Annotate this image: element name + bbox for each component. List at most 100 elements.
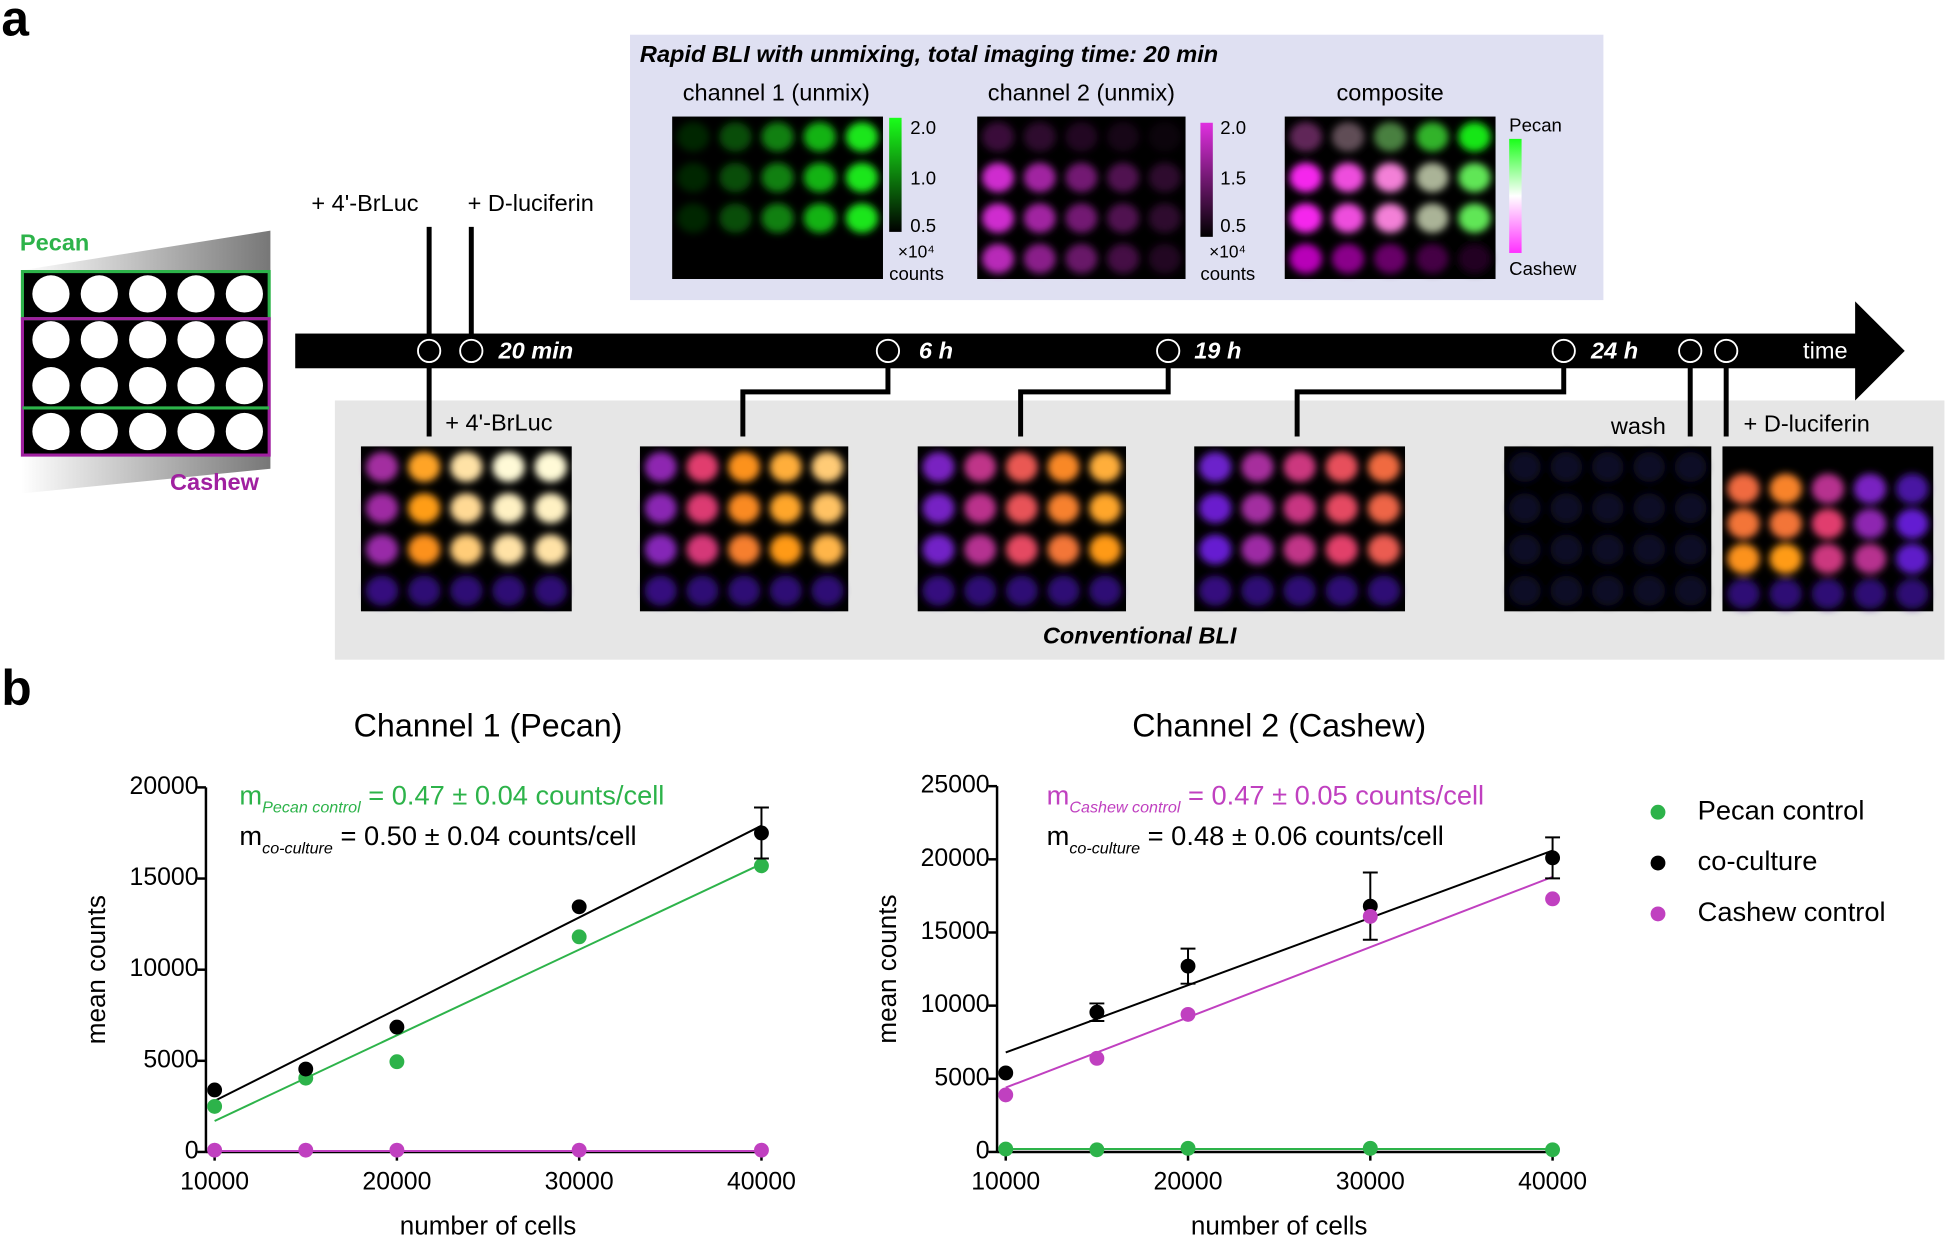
blob xyxy=(1289,243,1323,274)
blob xyxy=(1023,243,1056,274)
blob xyxy=(719,203,752,233)
colorbar-tick: 2.0 xyxy=(1220,117,1246,138)
blob xyxy=(803,162,836,193)
y-tick-label: 5000 xyxy=(143,1046,198,1073)
colorbar xyxy=(1200,122,1213,237)
y-tick-label: 15000 xyxy=(130,864,199,891)
x-tick-label: 30000 xyxy=(1336,1169,1405,1196)
blob xyxy=(728,534,761,565)
data-point xyxy=(1362,1140,1378,1156)
blob xyxy=(1331,243,1365,274)
blob xyxy=(728,575,761,606)
blob xyxy=(1769,543,1802,574)
time-point xyxy=(875,338,901,364)
blob xyxy=(845,122,879,152)
blob xyxy=(1633,493,1666,524)
blob xyxy=(1065,122,1098,152)
blob xyxy=(1811,578,1845,609)
image-blobs xyxy=(982,122,1181,274)
time-label: 20 min xyxy=(498,337,574,363)
blob xyxy=(1853,578,1887,609)
blob xyxy=(1283,575,1316,606)
blob xyxy=(1591,493,1624,524)
blob xyxy=(450,534,483,565)
well xyxy=(129,275,167,313)
blob xyxy=(728,452,761,483)
charts: Channel 1 (Pecan) number of cells mean cou… xyxy=(81,707,1886,1240)
blob xyxy=(964,534,997,565)
blob xyxy=(1107,243,1140,274)
timeline-arrow xyxy=(295,333,1858,369)
blob xyxy=(534,493,567,524)
blob xyxy=(1107,122,1140,152)
blob xyxy=(1107,162,1140,193)
blob xyxy=(407,534,441,565)
image-blobs xyxy=(1508,452,1707,606)
blob xyxy=(534,452,567,483)
blob xyxy=(1727,473,1760,504)
blob xyxy=(1023,122,1056,152)
blob xyxy=(1047,575,1080,606)
blob xyxy=(1148,243,1181,274)
blob xyxy=(964,575,997,606)
time-label: 6 h xyxy=(919,337,953,363)
blob xyxy=(1148,122,1181,152)
blob xyxy=(686,534,719,565)
data-point xyxy=(754,858,769,874)
time-point xyxy=(1156,338,1181,364)
time-point xyxy=(459,338,484,364)
blob xyxy=(1065,162,1098,193)
slope-annotation: mco-culture = 0.48 ± 0.06 counts/cell xyxy=(1047,820,1444,857)
data-point xyxy=(1545,891,1561,907)
blob xyxy=(365,534,399,565)
gradient-wedge xyxy=(21,230,271,271)
blob xyxy=(1811,543,1845,574)
blob xyxy=(1895,578,1929,609)
blob xyxy=(1591,575,1624,606)
data-point xyxy=(1180,1140,1196,1156)
blob xyxy=(1283,452,1316,483)
x-tick-label: 10000 xyxy=(971,1169,1040,1196)
data-point xyxy=(1180,958,1196,974)
image-blobs xyxy=(1199,452,1401,606)
cashew-row-outline xyxy=(20,317,271,457)
blob xyxy=(811,493,844,524)
blob xyxy=(845,162,879,193)
blob xyxy=(922,452,955,483)
y-tick-label: 20000 xyxy=(130,773,199,800)
slope-value: = 0.50 ± 0.04 counts/cell xyxy=(333,820,637,851)
blob xyxy=(1023,203,1056,233)
image-title: channel 2 (unmix) xyxy=(988,79,1175,105)
blob xyxy=(1005,452,1038,483)
blob xyxy=(769,534,802,565)
data-point xyxy=(298,1061,314,1077)
image-blobs xyxy=(1289,122,1491,274)
data-point xyxy=(571,929,587,945)
blob xyxy=(1241,575,1274,606)
slope-subscript: Cashew control xyxy=(1069,799,1180,817)
blob xyxy=(811,452,844,483)
blob xyxy=(1508,575,1541,606)
colorbar-scale: ×10⁴ xyxy=(898,242,935,262)
blob xyxy=(1047,493,1080,524)
step-label: + D-luciferin xyxy=(1744,411,1870,437)
blob xyxy=(803,203,836,233)
blob xyxy=(1769,473,1802,504)
blob xyxy=(1325,575,1358,606)
x-tick-label: 20000 xyxy=(1154,1169,1223,1196)
colorbar-tick: 0.5 xyxy=(910,215,936,236)
blob xyxy=(1811,508,1845,539)
blob xyxy=(982,162,1015,193)
well xyxy=(225,412,263,451)
blob xyxy=(1458,162,1491,193)
slope-symbol: m xyxy=(239,780,262,811)
image-blobs xyxy=(365,452,567,606)
data-point xyxy=(1362,908,1378,924)
blob xyxy=(1148,203,1181,233)
time-points xyxy=(417,338,1739,364)
well xyxy=(177,275,215,313)
data-point xyxy=(754,1142,769,1158)
y-tick-label: 10000 xyxy=(921,991,990,1018)
blob xyxy=(534,575,567,606)
blob xyxy=(1416,162,1449,193)
